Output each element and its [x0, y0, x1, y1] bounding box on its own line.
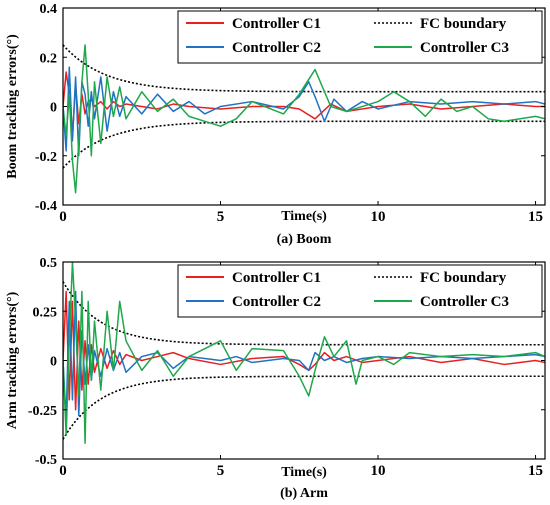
y-axis-label: Boom tracking errors(°)	[5, 34, 20, 179]
figure-caption: (b) Arm	[280, 486, 328, 501]
y-tick-label: 0.25	[33, 305, 58, 320]
x-tick-label: 0	[59, 209, 67, 225]
figure-caption: (a) Boom	[277, 232, 332, 247]
legend-box	[177, 264, 543, 318]
fc-boundary-lower	[63, 120, 545, 169]
x-tick-label: 10	[371, 209, 386, 225]
legend-entry: Controller C3	[374, 294, 509, 310]
legend-entry: FC boundary	[374, 270, 507, 286]
x-tick-label: 5	[217, 209, 225, 225]
legend-label: FC boundary	[420, 270, 507, 286]
legend-label: Controller C1	[232, 270, 321, 286]
legend: Controller C1 FC boundary Controller C2 Con…	[177, 10, 543, 64]
legend-entry: Controller C1	[186, 270, 321, 286]
chart-panel-1: 0 5 10 15 -0.4 -0.2 0 0.2 0.4 Time(s) Boom trackin…	[5, 2, 546, 247]
legend-label: FC boundary	[420, 16, 507, 32]
legend: Controller C1 FC boundary Controller C2 Con…	[177, 264, 543, 318]
legend-entry: Controller C2	[186, 40, 321, 56]
fc-boundary-upper	[63, 281, 545, 346]
series-line-controller-c3	[63, 44, 545, 194]
y-tick-label: 0.4	[40, 2, 58, 17]
fc-boundary	[63, 44, 545, 169]
legend-label: Controller C2	[232, 40, 321, 56]
x-tick-label: 15	[528, 463, 543, 479]
x-axis-label: Time(s)	[281, 209, 327, 224]
series-line-controller-c1	[63, 290, 545, 411]
legend-entry: FC boundary	[374, 16, 507, 32]
legend-box	[177, 10, 543, 64]
y-tick-label: 0	[50, 355, 57, 370]
y-tick-label: 0.2	[40, 51, 58, 66]
legend-label: Controller C2	[232, 294, 321, 310]
legend-entry: Controller C3	[374, 40, 509, 56]
legend-label: Controller C3	[420, 40, 509, 56]
y-tick-label: -0.2	[35, 150, 57, 165]
x-tick-label: 5	[217, 463, 225, 479]
y-tick-label: -0.25	[28, 404, 57, 419]
fc-boundary-lower	[63, 375, 545, 440]
fc-boundary-upper	[63, 44, 545, 93]
x-tick-label: 15	[528, 209, 543, 225]
chart-panel-2: 0 5 10 15 -0.5 -0.25 0 0.25 0.5 Time(s) Arm tracki…	[5, 256, 546, 501]
x-tick-label: 10	[371, 463, 386, 479]
legend-entry: Controller C1	[186, 16, 321, 32]
legend-label: Controller C1	[232, 16, 321, 32]
series-group	[63, 44, 545, 194]
series-line-controller-c3	[63, 262, 545, 444]
legend-label: Controller C3	[420, 294, 509, 310]
series-group	[63, 262, 545, 444]
y-tick-label: 0.5	[40, 256, 58, 271]
legend-entry: Controller C2	[186, 294, 321, 310]
x-axis-label: Time(s)	[281, 465, 327, 480]
y-tick-label: -0.5	[35, 453, 57, 468]
y-axis-label: Arm tracking errors(°)	[5, 291, 20, 429]
y-tick-label: -0.4	[35, 199, 57, 214]
y-tick-label: 0	[50, 101, 57, 116]
x-tick-label: 0	[59, 463, 67, 479]
fc-boundary	[63, 281, 545, 440]
